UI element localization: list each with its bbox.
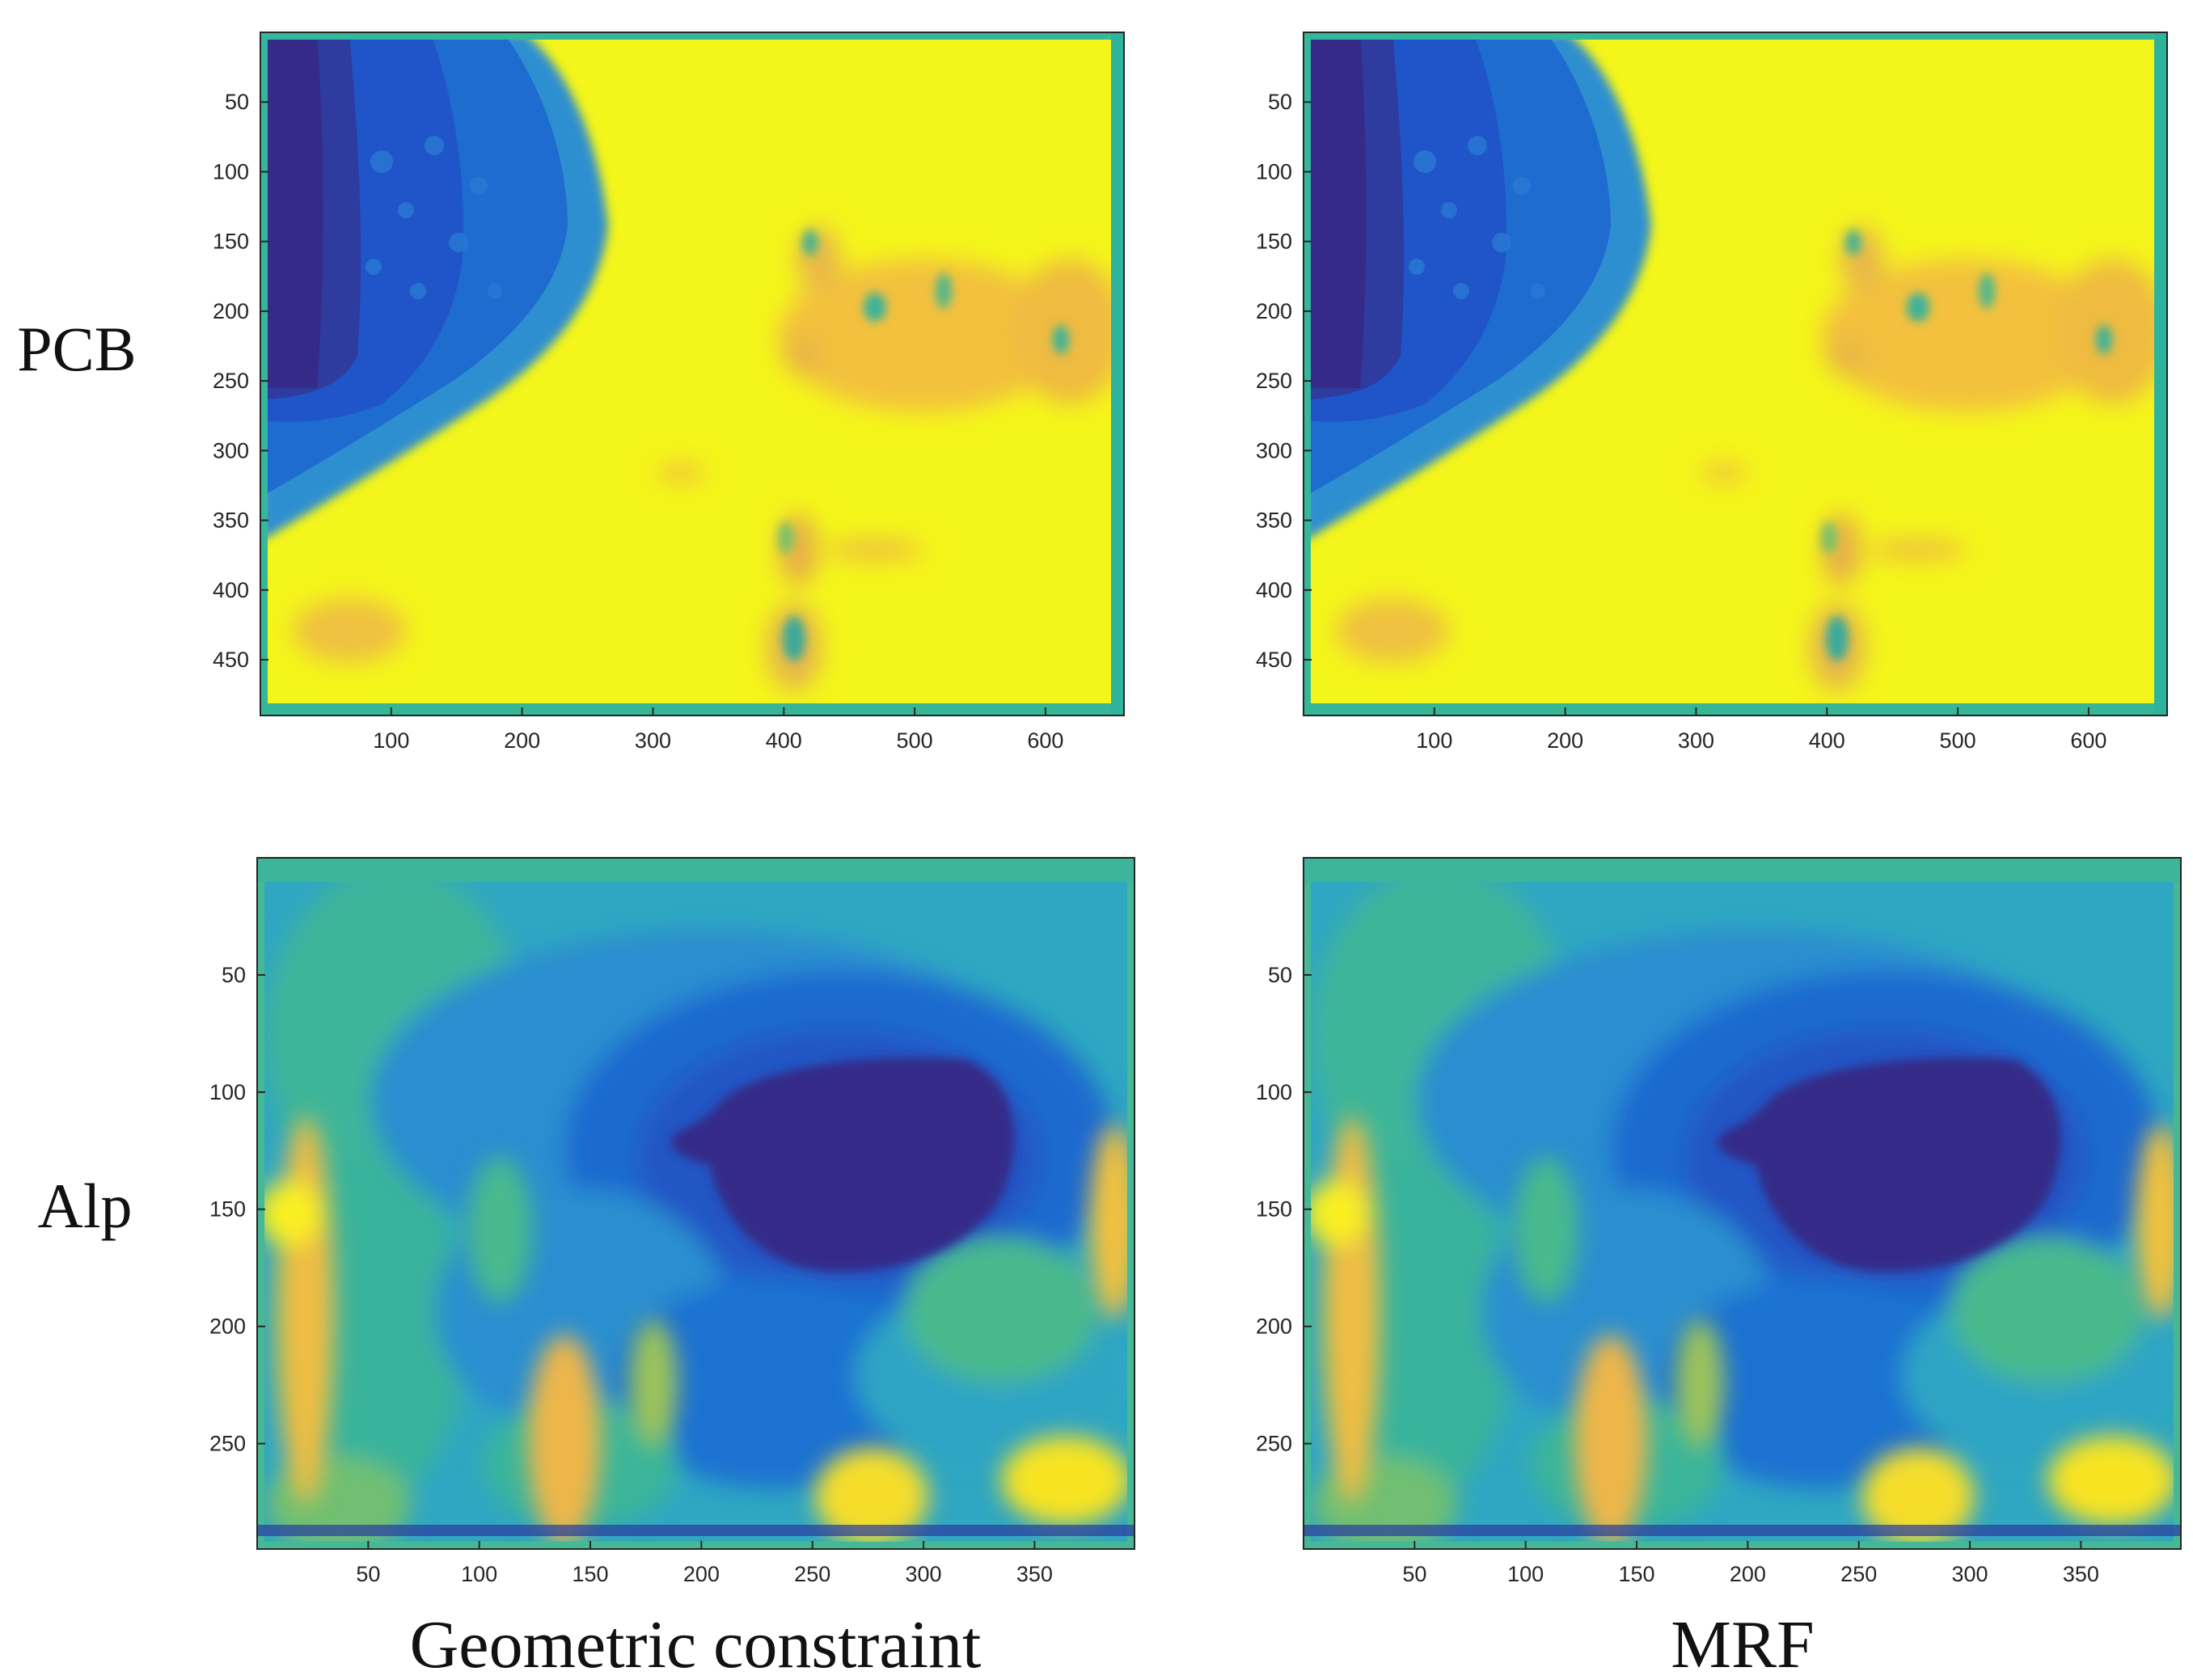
y-tick-label: 150 [209,1197,246,1222]
x-tick-label: 200 [504,728,540,753]
x-tick-label: 250 [794,1562,830,1586]
x-tick-label: 100 [373,728,409,753]
y-tick-label: 200 [209,1315,246,1339]
y-tick-label: 50 [222,963,246,987]
y-tick-label: 350 [1256,509,1292,533]
x-tick-label: 100 [1507,1562,1544,1586]
x-tick-label: 100 [461,1562,497,1586]
x-tick-label: 400 [766,728,802,753]
x-tick-label: 200 [1730,1562,1766,1586]
row-label-alp: Alp [38,1171,133,1241]
y-tick-label: 200 [213,299,249,323]
x-tick-label: 350 [2063,1562,2099,1586]
y-tick-label: 100 [1256,1080,1292,1104]
row-label-pcb: PCB [17,314,136,384]
y-tick-label: 450 [213,648,249,672]
y-tick-label: 150 [1256,230,1292,254]
heatmap-panel-pcb-mrf: 100 200 300 400 500 600 50 100 150 200 250 300 350 40… [1256,32,2168,753]
x-tick-label: 600 [1027,728,1063,753]
y-tick-label: 250 [1256,1432,1292,1456]
heatmap-panel-alp-mrf: 50 100 150 200 250 300 350 50 100 150 200 250 [1256,857,2182,1586]
x-tick-label: 200 [1547,728,1583,753]
x-tick-label: 400 [1809,728,1845,753]
y-tick-label: 300 [1256,438,1292,462]
y-tick-label: 150 [213,230,249,254]
y-tick-label: 50 [1268,90,1292,114]
x-tick-label: 50 [356,1562,380,1586]
y-tick-label: 100 [1256,159,1292,184]
y-tick-label: 250 [1256,369,1292,393]
y-tick-label: 200 [1256,299,1292,323]
y-tick-label: 150 [1256,1197,1292,1222]
x-tick-label: 100 [1416,728,1452,753]
x-tick-label: 150 [572,1562,608,1586]
y-tick-label: 300 [213,438,249,462]
y-tick-label: 400 [213,578,249,602]
y-tick-label: 250 [213,369,249,393]
y-tick-label: 50 [225,90,249,114]
heatmap-panel-pcb-geometric: 100 200 300 400 500 600 50 100 150 200 250 300 350 40… [213,32,1125,753]
y-tick-label: 200 [1256,1315,1292,1339]
x-tick-label: 150 [1618,1562,1654,1586]
x-tick-label: 300 [906,1562,942,1586]
y-tick-label: 100 [213,159,249,184]
heatmap-panel-alp-geometric: 50 100 150 200 250 300 350 50 100 150 200 250 [209,857,1135,1586]
x-tick-label: 200 [683,1562,720,1586]
x-tick-label: 300 [635,728,671,753]
y-tick-label: 450 [1256,648,1292,672]
x-tick-label: 300 [1678,728,1714,753]
y-tick-label: 400 [1256,578,1292,602]
x-tick-label: 50 [1402,1562,1426,1586]
x-tick-label: 600 [2070,728,2106,753]
x-tick-label: 500 [1940,728,1976,753]
y-tick-label: 250 [209,1432,246,1456]
y-tick-label: 50 [1268,963,1292,987]
x-tick-label: 350 [1016,1562,1053,1586]
column-title-geometric: Geometric constraint [410,1607,982,1680]
x-tick-label: 500 [897,728,933,753]
column-title-mrf: MRF [1671,1607,1814,1680]
y-tick-label: 350 [213,509,249,533]
x-tick-label: 250 [1840,1562,1877,1586]
x-tick-label: 300 [1952,1562,1988,1586]
y-tick-label: 100 [209,1080,246,1104]
